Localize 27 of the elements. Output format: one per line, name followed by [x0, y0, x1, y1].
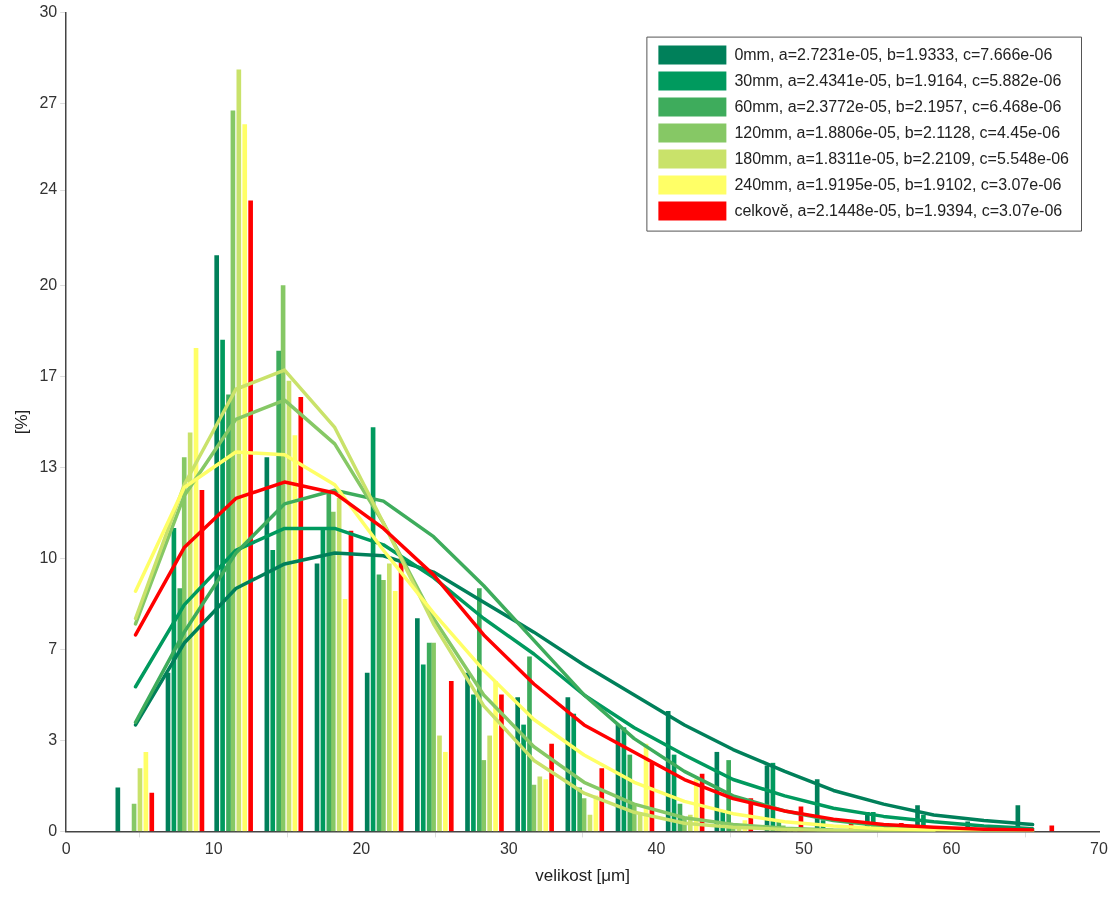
legend-label: 240mm, a=1.9195e-05, b=1.9102, c=3.07e-06: [734, 176, 1062, 194]
y-axis-title: [%]: [11, 409, 31, 435]
x-tick-label: 10: [204, 840, 223, 858]
y-tick-label: 24: [39, 180, 58, 198]
y-tick-label: 27: [39, 93, 58, 111]
x-tick-label: 20: [352, 840, 371, 858]
legend-label: 30mm, a=2.4341e-05, b=1.9164, c=5.882e-06: [734, 72, 1062, 90]
legend-label: 0mm, a=2.7231e-05, b=1.9333, c=7.666e-06: [734, 46, 1053, 64]
x-tick-label: 0: [61, 840, 71, 858]
y-tick-label: 13: [39, 457, 58, 475]
legend-label: 60mm, a=2.3772e-05, b=2.1957, c=6.468e-06: [734, 98, 1062, 116]
y-tick-label: 0: [48, 821, 58, 839]
y-tick-label: 10: [39, 548, 58, 566]
x-tick-label: 60: [942, 840, 961, 858]
x-tick-label: 50: [795, 840, 813, 858]
legend-label: 120mm, a=1.8806e-05, b=2.1128, c=4.45e-06: [734, 124, 1061, 142]
x-tick-label: 30: [499, 840, 518, 858]
legend-label: celkově, a=2.1448e-05, b=1.9394, c=3.07e-06: [734, 202, 1063, 220]
y-tick-label: 3: [48, 730, 58, 748]
x-axis-title: velikost [μm]: [535, 866, 630, 886]
y-tick-label: 7: [48, 639, 58, 657]
legend-label: 180mm, a=1.8311e-05, b=2.2109, c=5.548e-06: [734, 150, 1070, 168]
y-tick-label: 20: [39, 275, 58, 293]
x-tick-label: 40: [647, 840, 666, 858]
y-tick-label: 30: [39, 3, 58, 21]
x-tick-label: 70: [1090, 840, 1108, 858]
y-tick-label: 17: [39, 366, 58, 384]
